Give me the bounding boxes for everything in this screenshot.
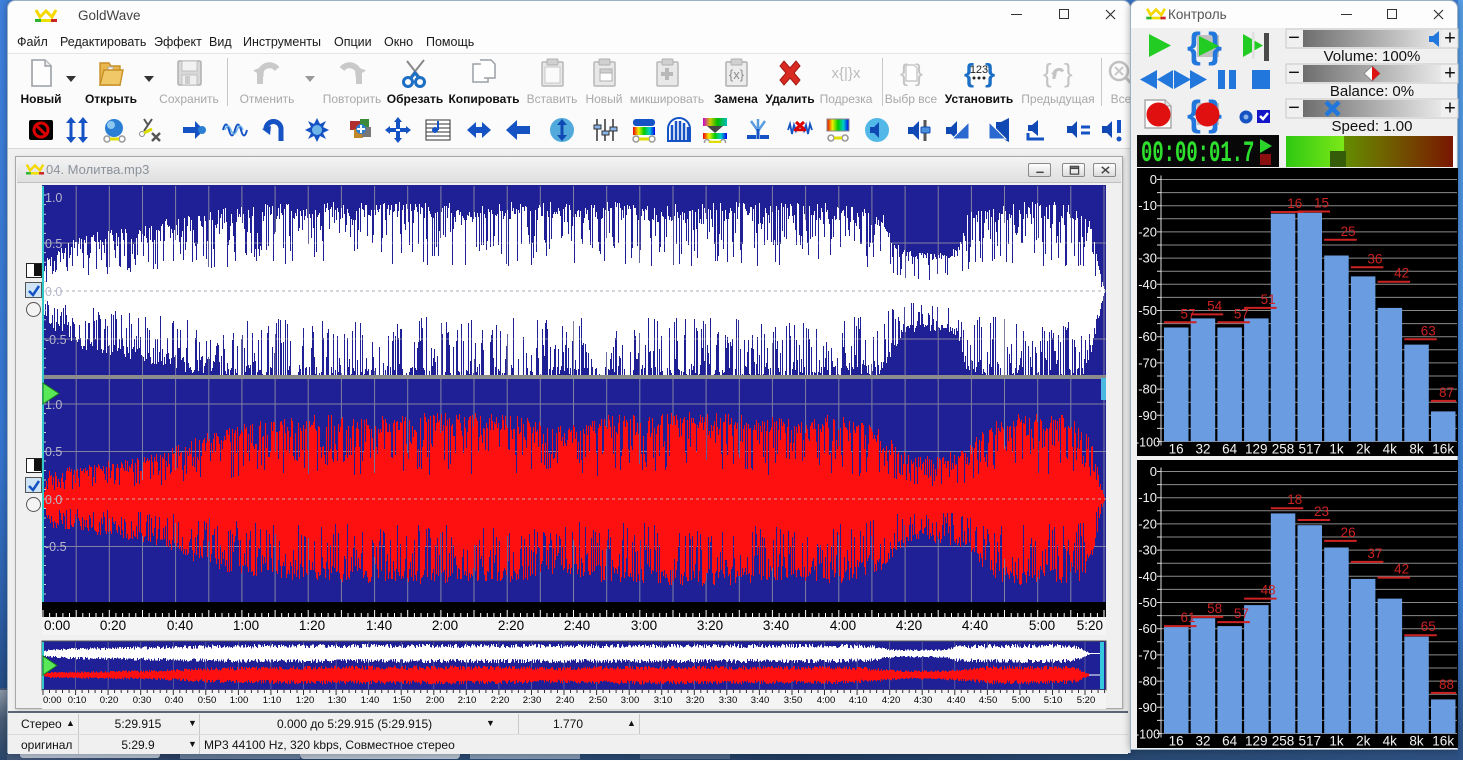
svg-text:-0.5: -0.5 xyxy=(45,333,67,347)
svg-text:48: 48 xyxy=(1261,583,1276,598)
svg-text:-60: -60 xyxy=(1138,621,1157,636)
svg-text:8k: 8k xyxy=(1409,442,1424,457)
svg-text:-40: -40 xyxy=(1138,569,1157,584)
svg-text:54: 54 xyxy=(1207,298,1223,313)
svg-text:-0.5: -0.5 xyxy=(45,540,67,554)
svg-text:18: 18 xyxy=(1287,492,1302,507)
svg-text:-20: -20 xyxy=(1138,516,1157,531)
svg-text:4k: 4k xyxy=(1383,734,1398,749)
svg-text:37: 37 xyxy=(1367,546,1382,561)
svg-text:16: 16 xyxy=(1287,196,1302,211)
svg-text:}: } xyxy=(1064,58,1073,88)
svg-text:−: − xyxy=(1288,62,1300,84)
svg-text:Volume: 100%: Volume: 100% xyxy=(1324,48,1421,65)
svg-text:Balance: 0%: Balance: 0% xyxy=(1330,83,1414,100)
svg-text:{: { xyxy=(1187,25,1201,66)
svg-text:57: 57 xyxy=(1180,306,1195,321)
svg-text:87: 87 xyxy=(1439,385,1454,400)
svg-text:23: 23 xyxy=(1314,504,1329,519)
svg-text:0: 0 xyxy=(1150,172,1157,187)
svg-text:25: 25 xyxy=(1341,224,1356,239)
svg-text:}: } xyxy=(915,60,923,87)
svg-text:-20: -20 xyxy=(1138,224,1157,239)
svg-text:-50: -50 xyxy=(1138,595,1157,610)
svg-text:63: 63 xyxy=(1421,323,1436,338)
svg-text:258: 258 xyxy=(1272,442,1295,457)
svg-text:{: { xyxy=(964,58,974,88)
svg-text:0.5: 0.5 xyxy=(45,445,62,459)
svg-text:16k: 16k xyxy=(1432,734,1454,749)
svg-text:15: 15 xyxy=(1314,196,1329,211)
svg-text:64: 64 xyxy=(1222,442,1238,457)
svg-text:1k: 1k xyxy=(1329,734,1344,749)
svg-text:57: 57 xyxy=(1234,306,1249,321)
svg-text:88: 88 xyxy=(1439,677,1454,692)
svg-text:16: 16 xyxy=(1169,442,1184,457)
svg-text:+: + xyxy=(1444,28,1456,50)
svg-text:-30: -30 xyxy=(1138,543,1157,558)
svg-text:}: } xyxy=(985,58,995,88)
svg-text:-50: -50 xyxy=(1138,303,1157,318)
svg-text:2k: 2k xyxy=(1356,442,1371,457)
svg-text:-90: -90 xyxy=(1138,408,1157,423)
svg-text:{: { xyxy=(1043,58,1052,88)
svg-text:-10: -10 xyxy=(1138,198,1157,213)
svg-text:1.0: 1.0 xyxy=(45,191,62,205)
svg-text:+: + xyxy=(1444,63,1456,85)
svg-text:{x}: {x} xyxy=(729,67,745,82)
svg-text:-80: -80 xyxy=(1138,382,1157,397)
svg-text:57: 57 xyxy=(1234,606,1249,621)
svg-text:123: 123 xyxy=(970,64,988,76)
svg-text:Speed: 1.00: Speed: 1.00 xyxy=(1332,118,1413,135)
svg-text:32: 32 xyxy=(1195,442,1210,457)
svg-text:00:00:01.7: 00:00:01.7 xyxy=(1141,136,1254,171)
svg-text:0.5: 0.5 xyxy=(45,237,62,251)
svg-text:2k: 2k xyxy=(1356,734,1371,749)
svg-text:0.0: 0.0 xyxy=(45,493,62,507)
svg-text:42: 42 xyxy=(1394,266,1409,281)
svg-text:16: 16 xyxy=(1169,734,1184,749)
svg-text:0: 0 xyxy=(1150,464,1157,479)
svg-text:16k: 16k xyxy=(1432,442,1454,457)
svg-text:-30: -30 xyxy=(1138,251,1157,266)
svg-text:-40: -40 xyxy=(1138,277,1157,292)
svg-text:129: 129 xyxy=(1245,734,1268,749)
svg-text:65: 65 xyxy=(1421,619,1436,634)
svg-text:{: { xyxy=(900,60,908,87)
svg-text:1k: 1k xyxy=(1329,442,1344,457)
svg-text:x{|}x: x{|}x xyxy=(832,65,861,82)
svg-text:-100: -100 xyxy=(1135,436,1160,450)
svg-text:64: 64 xyxy=(1222,734,1238,749)
svg-text:129: 129 xyxy=(1245,442,1268,457)
svg-text:-100: -100 xyxy=(1135,728,1160,742)
svg-text:0.0: 0.0 xyxy=(45,285,62,299)
svg-text:517: 517 xyxy=(1299,442,1322,457)
svg-text:36: 36 xyxy=(1367,251,1382,266)
svg-text:58: 58 xyxy=(1207,601,1222,616)
svg-text:26: 26 xyxy=(1341,525,1356,540)
svg-text:−: − xyxy=(1288,97,1300,119)
svg-text:-70: -70 xyxy=(1138,355,1157,370)
svg-text:42: 42 xyxy=(1394,562,1409,577)
svg-text:61: 61 xyxy=(1180,610,1195,625)
svg-text:4k: 4k xyxy=(1383,442,1398,457)
svg-text:8k: 8k xyxy=(1409,734,1424,749)
svg-text:−: − xyxy=(1288,27,1300,49)
svg-text:51: 51 xyxy=(1261,292,1276,307)
svg-text:-70: -70 xyxy=(1138,647,1157,662)
svg-text:32: 32 xyxy=(1195,734,1210,749)
svg-text:-90: -90 xyxy=(1138,700,1157,715)
svg-text:-10: -10 xyxy=(1138,490,1157,505)
svg-text:1.0: 1.0 xyxy=(45,398,62,412)
svg-text:517: 517 xyxy=(1299,734,1322,749)
svg-text:+: + xyxy=(1444,98,1456,120)
svg-text:-60: -60 xyxy=(1138,329,1157,344)
svg-text:-80: -80 xyxy=(1138,674,1157,689)
svg-text:258: 258 xyxy=(1272,734,1295,749)
svg-text:{: { xyxy=(1187,93,1201,134)
